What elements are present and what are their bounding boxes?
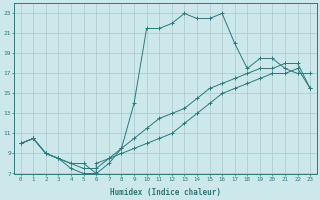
X-axis label: Humidex (Indice chaleur): Humidex (Indice chaleur) (110, 188, 221, 197)
